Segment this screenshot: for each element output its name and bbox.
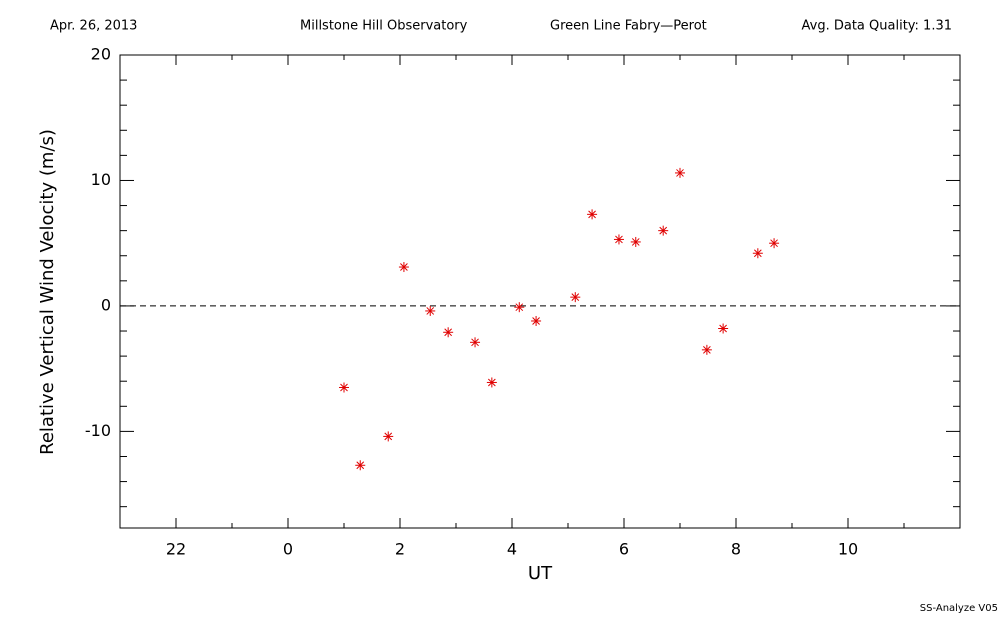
asterisk-stroke bbox=[571, 293, 580, 301]
footer: SS-Analyze V05 bbox=[920, 603, 998, 614]
x-tick-label: 10 bbox=[838, 540, 858, 559]
y-tick-label: 20 bbox=[91, 45, 111, 64]
point bbox=[355, 460, 366, 471]
asterisk-stroke bbox=[444, 328, 453, 337]
asterisk-stroke bbox=[384, 432, 393, 441]
asterisk-stroke bbox=[340, 383, 348, 392]
point bbox=[675, 167, 685, 178]
y-tick-label: 0 bbox=[101, 295, 111, 314]
asterisk-stroke bbox=[471, 338, 479, 347]
x-tick-label: 0 bbox=[283, 540, 293, 559]
asterisk-stroke bbox=[703, 345, 711, 354]
point bbox=[769, 238, 780, 249]
asterisk-stroke bbox=[532, 317, 540, 325]
point bbox=[339, 382, 349, 393]
asterisk-stroke bbox=[615, 235, 623, 244]
instrument: Green Line Fabry—Perot bbox=[550, 19, 707, 34]
asterisk-stroke bbox=[487, 378, 496, 387]
x-axis-label: UT bbox=[528, 563, 553, 584]
asterisk-stroke bbox=[753, 249, 762, 258]
point bbox=[752, 248, 763, 259]
point bbox=[398, 262, 409, 273]
y-axis-label: Relative Vertical Wind Velocity (m/s) bbox=[37, 129, 58, 455]
point bbox=[570, 292, 581, 303]
point bbox=[630, 236, 641, 247]
observatory: Millstone Hill Observatory bbox=[300, 19, 468, 34]
point bbox=[658, 225, 669, 236]
date: Apr. 26, 2013 bbox=[50, 19, 137, 34]
point bbox=[486, 377, 497, 388]
point bbox=[383, 431, 394, 442]
point bbox=[718, 323, 729, 334]
point bbox=[443, 327, 454, 338]
asterisk-stroke bbox=[515, 303, 524, 312]
asterisk-stroke bbox=[676, 169, 684, 177]
x-tick-label: 8 bbox=[731, 540, 741, 559]
point bbox=[613, 234, 624, 245]
plot-frame bbox=[119, 54, 961, 529]
data-quality: Avg. Data Quality: 1.31 bbox=[802, 19, 952, 34]
x-tick-label: 2 bbox=[395, 540, 405, 559]
point bbox=[470, 337, 481, 348]
asterisk-stroke bbox=[631, 238, 640, 246]
asterisk-stroke bbox=[400, 263, 408, 271]
point bbox=[701, 344, 712, 355]
x-tick-label: 22 bbox=[166, 540, 186, 559]
asterisk-stroke bbox=[719, 324, 727, 333]
point bbox=[514, 302, 525, 313]
point bbox=[531, 315, 542, 326]
asterisk-stroke bbox=[659, 226, 668, 235]
y-tick-label: -10 bbox=[85, 421, 111, 440]
asterisk-stroke bbox=[770, 239, 778, 248]
x-tick-label: 6 bbox=[619, 540, 629, 559]
point bbox=[425, 305, 436, 316]
point bbox=[587, 209, 598, 220]
asterisk-stroke bbox=[588, 210, 596, 219]
asterisk-stroke bbox=[356, 461, 365, 470]
asterisk-stroke bbox=[426, 307, 435, 315]
y-tick-label: 10 bbox=[91, 170, 111, 189]
x-tick-label: 4 bbox=[507, 540, 517, 559]
